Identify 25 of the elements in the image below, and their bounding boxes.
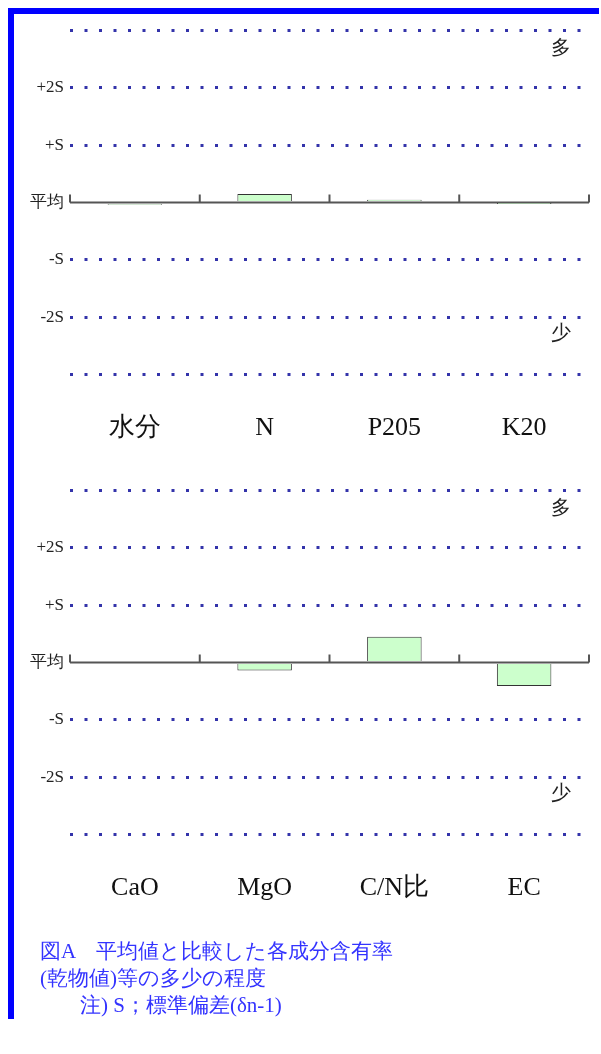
x-tick-label: EC bbox=[507, 872, 541, 902]
x-tick-label: K20 bbox=[501, 412, 547, 442]
x-tick-label: MgO bbox=[237, 872, 293, 902]
text: 注) S；標準偏差(δn-1) bbox=[79, 992, 283, 1019]
y-tick-label: -S bbox=[48, 249, 64, 269]
y-tick-label: 平均 bbox=[30, 651, 64, 671]
text: 図A 平均値と比較した各成分含有率 bbox=[40, 938, 394, 965]
y-tick-label: +2S bbox=[36, 537, 64, 557]
x-tick-label: N bbox=[255, 412, 275, 442]
y-tick-label: -2S bbox=[40, 306, 64, 326]
y-tick-label: -2S bbox=[40, 766, 64, 786]
y-tick-label: +S bbox=[44, 134, 64, 154]
y-tick-label: +2S bbox=[36, 77, 64, 97]
y-tick-label: 平均 bbox=[30, 191, 64, 211]
x-tick-label: P205 bbox=[367, 412, 422, 442]
annotation: 少 bbox=[551, 780, 571, 803]
y-tick-label: +S bbox=[44, 594, 64, 614]
y-tick-label: -S bbox=[48, 709, 64, 729]
text: (乾物値)等の多少の程度 bbox=[40, 965, 267, 992]
annotation: 少 bbox=[551, 320, 571, 343]
x-tick-label: C/N比 bbox=[359, 872, 430, 902]
x-tick-label: 水分 bbox=[108, 412, 161, 442]
annotation: 多 bbox=[551, 36, 571, 59]
annotation: 多 bbox=[551, 496, 571, 519]
x-tick-label: CaO bbox=[111, 872, 159, 902]
